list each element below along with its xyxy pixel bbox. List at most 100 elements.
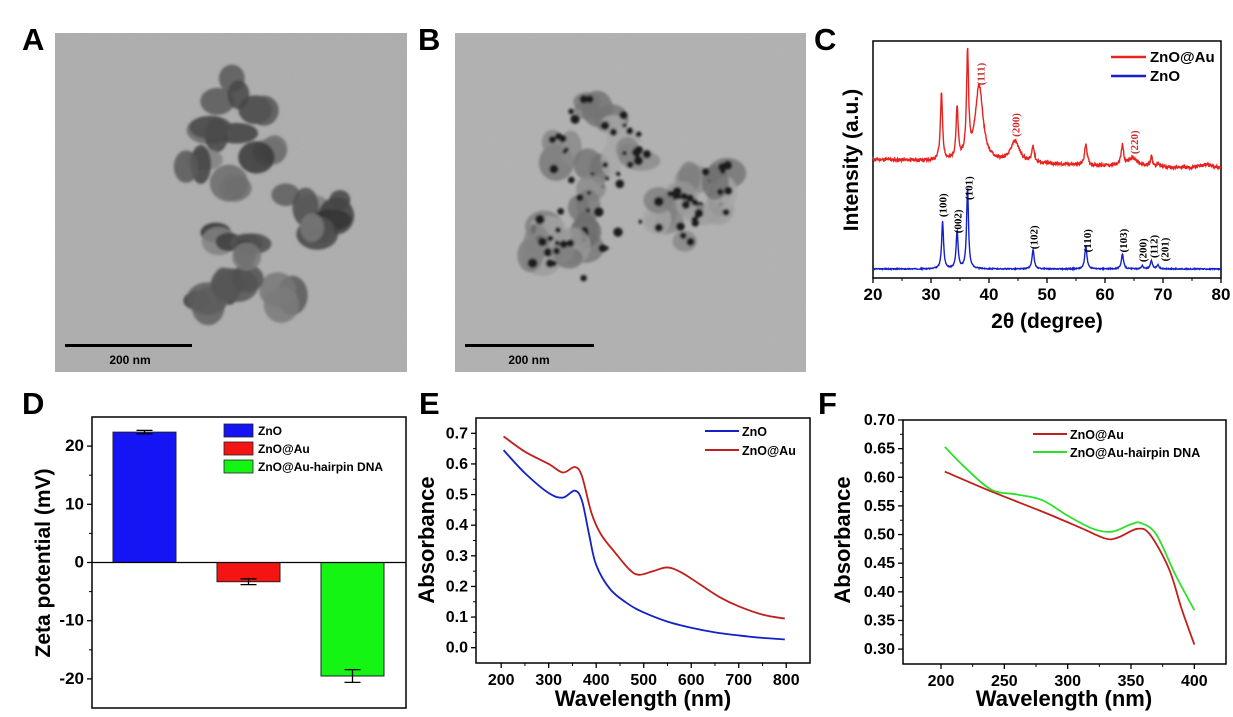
x-tick-label: 250 xyxy=(991,673,1018,690)
y-tick-label: -20 xyxy=(59,669,84,688)
y-tick-label: 0.6 xyxy=(446,456,468,473)
error-bar xyxy=(136,429,153,435)
peak-label: (110) xyxy=(1082,229,1094,253)
y-tick-label: -10 xyxy=(59,611,84,630)
x-tick-label: 400 xyxy=(583,672,610,689)
legend-label: ZnO@Au xyxy=(1150,49,1215,66)
peak-label: (200) xyxy=(1011,113,1023,137)
peak-label: (100) xyxy=(938,193,950,217)
legend-swatch xyxy=(223,423,254,438)
x-tick-label: 200 xyxy=(928,673,955,690)
x-tick-label: 300 xyxy=(1054,673,1081,690)
xrd-chart: 20 30 40 50 60 70 80 2θ (degree) Intensity (a.u.… xyxy=(840,40,1231,333)
x-axis-label: Wavelength (nm) xyxy=(555,686,731,711)
peak-label: (102) xyxy=(1029,225,1041,249)
x-axis-label: 2θ (degree) xyxy=(991,310,1103,333)
peak-label: (201) xyxy=(1160,237,1172,261)
series-line-zno-au xyxy=(944,470,1196,645)
legend-label: ZnO@Au-hairpin DNA xyxy=(258,460,383,474)
legend-label: ZnO xyxy=(742,425,767,439)
scale-bar-label-b: 200 nm xyxy=(508,353,549,367)
peak-label: (111) xyxy=(975,62,987,85)
y-tick-label: 0.2 xyxy=(446,578,468,595)
panel-label-b: B xyxy=(418,22,440,57)
legend-label: ZnO@Au xyxy=(1070,428,1124,442)
y-axis-label: Zeta potential (mV) xyxy=(32,468,55,657)
x-tick-label: 60 xyxy=(1096,285,1115,304)
legend-label: ZnO@Au xyxy=(742,444,796,458)
x-axis-label: Wavelength (nm) xyxy=(976,686,1152,711)
y-tick-label: 0.50 xyxy=(864,527,895,544)
panel-label-d: D xyxy=(22,386,44,421)
peak-label: (112) xyxy=(1149,234,1161,258)
y-tick-label: 0.65 xyxy=(864,441,895,458)
panel-label-f: F xyxy=(818,386,837,421)
x-tick-label: 200 xyxy=(488,672,515,689)
y-axis-label: Absorbance xyxy=(830,476,855,603)
absorbance-chart-e: 200 300 400 500 600 700 800 0.0 0.1 0.2 0.3 0.4 0.5 0… xyxy=(414,417,811,711)
y-axis-label: Intensity (a.u.) xyxy=(840,89,863,231)
legend-label: ZnO@Au-hairpin DNA xyxy=(1070,446,1200,460)
y-tick-label: 0.4 xyxy=(446,517,468,534)
panel-label-e: E xyxy=(419,386,440,421)
series-line-zno-au-hairpin-dna xyxy=(944,446,1196,611)
y-tick-label: 10 xyxy=(65,494,84,513)
y-tick-label: 0.70 xyxy=(864,412,895,429)
series-line-zno-au xyxy=(503,435,785,620)
y-tick-label: 0.5 xyxy=(446,487,468,504)
x-tick-label: 50 xyxy=(1038,285,1057,304)
x-tick-label: 600 xyxy=(678,672,705,689)
y-tick-label: 20 xyxy=(65,436,84,455)
x-tick-label: 700 xyxy=(725,672,752,689)
y-tick-label: 0.7 xyxy=(446,425,468,442)
panel-label-a: A xyxy=(22,22,44,57)
peak-label: (101) xyxy=(964,176,976,200)
peak-label: (220) xyxy=(1129,130,1141,154)
x-tick-label: 400 xyxy=(1181,673,1208,690)
plot-frame xyxy=(902,419,1227,665)
y-tick-label: 0.45 xyxy=(864,555,895,572)
x-tick-label: 40 xyxy=(980,285,999,304)
tem-image-a: 200 nm xyxy=(55,33,407,372)
y-tick-label: 0.35 xyxy=(864,612,895,629)
y-tick-label: 0.1 xyxy=(446,609,468,626)
scale-bar-label-a: 200 nm xyxy=(109,353,150,367)
series-line-zno-au xyxy=(872,47,1222,172)
peak-label: (103) xyxy=(1118,228,1130,252)
x-tick-label: 20 xyxy=(864,285,883,304)
y-axis-label: Absorbance xyxy=(414,476,439,603)
y-tick-label: 0 xyxy=(75,553,84,572)
tem-image-b: 200 nm xyxy=(455,33,806,372)
peak-label: (200) xyxy=(1138,238,1150,262)
peak-label: (002) xyxy=(953,209,965,233)
scale-bar-a xyxy=(65,344,192,347)
x-tick-label: 80 xyxy=(1212,285,1231,304)
legend-swatch xyxy=(223,441,254,456)
x-tick-label: 30 xyxy=(922,285,941,304)
legend-label: ZnO@Au xyxy=(258,442,310,456)
y-tick-label: 0.0 xyxy=(446,640,468,657)
error-bar xyxy=(344,668,361,684)
error-bar xyxy=(240,578,257,586)
series-line-zno xyxy=(872,188,1222,272)
bar xyxy=(320,562,385,677)
panel-label-c: C xyxy=(814,22,836,57)
scale-bar-b xyxy=(465,344,594,347)
legend-swatch xyxy=(223,459,254,474)
absorbance-chart-f: 200 250 300 350 400 0.30 0.35 0.40 0.45 0.50 0.55 0… xyxy=(830,412,1227,711)
x-tick-label: 500 xyxy=(630,672,657,689)
y-tick-label: 0.40 xyxy=(864,584,895,601)
x-tick-label: 300 xyxy=(535,672,562,689)
bar xyxy=(112,431,177,563)
x-tick-label: 70 xyxy=(1154,285,1173,304)
zeta-bar-chart: -20 -10 0 10 20 Zeta potential (mV) ZnO ZnO@Au Z… xyxy=(32,416,407,709)
y-tick-label: 0.60 xyxy=(864,469,895,486)
y-tick-label: 0.30 xyxy=(864,641,895,658)
series-line-zno xyxy=(502,449,785,641)
x-tick-label: 800 xyxy=(773,672,800,689)
y-tick-label: 0.3 xyxy=(446,548,468,565)
y-tick-label: 0.55 xyxy=(864,498,895,515)
legend-label: ZnO xyxy=(258,424,282,438)
x-tick-label: 350 xyxy=(1118,673,1145,690)
